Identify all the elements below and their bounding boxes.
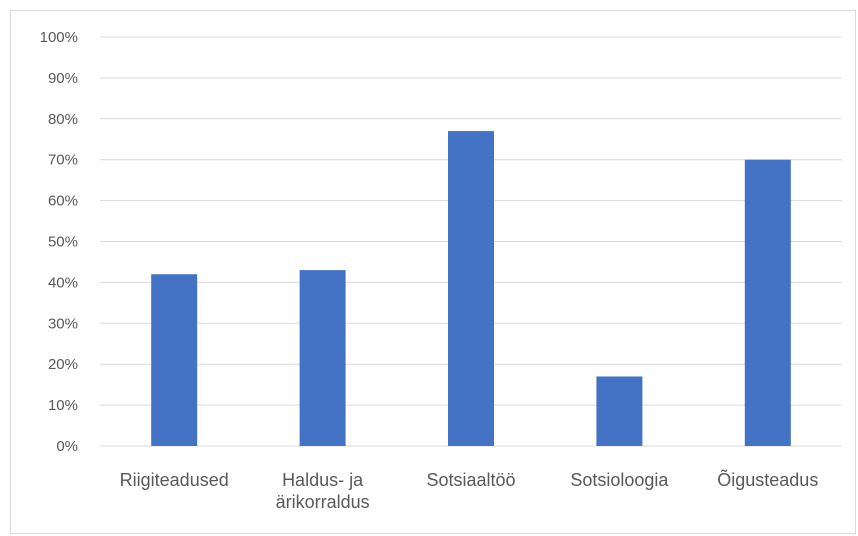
y-tick-label: 90% [48,70,78,87]
bar [596,376,643,446]
x-category-label: Õigusteadus [717,469,818,490]
bar [448,131,494,446]
x-category-label: Sotsiaaltöö [426,470,515,490]
gridlines [100,36,842,447]
y-tick-label: 10% [48,397,78,414]
y-tick-label: 80% [48,111,78,128]
bar [151,274,198,446]
y-tick-label: 50% [48,234,78,251]
bars [151,131,791,446]
y-tick-label: 40% [48,274,78,291]
x-category-label: Haldus- ja [282,470,364,490]
y-tick-label: 0% [56,438,78,455]
y-tick-label: 100% [40,29,78,46]
y-tick-label: 20% [48,356,78,373]
x-category-label: ärikorraldus [276,492,370,512]
chart-frame [10,10,856,534]
y-tick-label: 70% [48,152,78,169]
bar [744,159,791,446]
y-tick-label: 30% [48,315,78,332]
x-category-label: Sotsioloogia [570,470,669,490]
y-axis-tick-labels: 0% 10% 20% 30% 40% 50% 60% 70% 80% 90% 100% [40,29,78,455]
y-tick-label: 60% [48,193,78,210]
bar [299,270,346,446]
x-category-label: Riigiteadused [120,470,229,490]
